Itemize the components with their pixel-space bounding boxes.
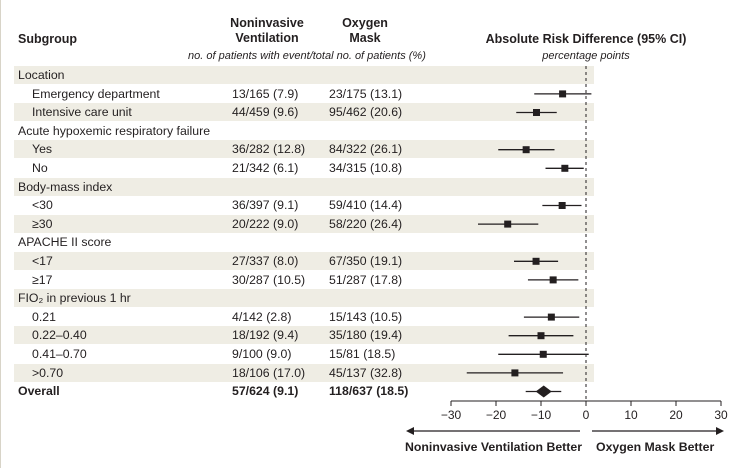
subgroup-header: Subgroup [18, 32, 78, 46]
figure-left-border [0, 0, 1, 468]
point-estimate [533, 109, 540, 116]
subgroup-label: 0.21 [32, 309, 56, 324]
niv-count-cell: 13/165 (7.9) [232, 86, 299, 101]
row-background [14, 66, 594, 84]
x-tick-label: 10 [624, 408, 638, 422]
subgroup-label: Overall [18, 384, 60, 399]
subgroup-label: 0.41–0.70 [32, 347, 87, 361]
subgroup-label: 0.22–0.40 [32, 328, 87, 343]
x-tick-label: 0 [583, 408, 590, 422]
niv-count-cell: 27/337 (8.0) [232, 254, 299, 268]
mask-count-cell: 34/315 (10.8) [329, 161, 403, 175]
niv-count-cell: 36/282 (12.8) [232, 142, 306, 157]
x-tick-label: −20 [486, 408, 507, 422]
counts-note: no. of patients with event/total no. of … [188, 50, 426, 62]
mask-header-line2: Mask [349, 31, 381, 45]
mask-count-cell: 23/175 (13.1) [329, 86, 403, 101]
x-tick-label: −30 [441, 408, 462, 422]
mask-count-cell: 95/462 (20.6) [329, 105, 403, 120]
subgroup-category-label: Acute hypoxemic respiratory failure [18, 123, 211, 138]
subgroup-label: Yes [32, 142, 53, 157]
x-tick-label: 30 [714, 408, 728, 422]
niv-count-cell: 30/287 (10.5) [232, 272, 306, 287]
row-background [14, 214, 594, 233]
niv-count-cell: 9/100 (9.0) [232, 347, 292, 361]
subgroup-label: <30 [32, 198, 53, 213]
point-estimate [558, 202, 566, 209]
mask-header-line1: Oxygen [342, 16, 388, 30]
mask-count-cell: 45/137 (32.8) [329, 365, 403, 380]
subgroup-label: Intensive care unit [32, 105, 132, 120]
subgroup-label: <17 [32, 254, 53, 268]
subgroup-label: ≥17 [32, 272, 53, 287]
left-direction-label: Noninvasive Ventilation Better [405, 440, 582, 454]
mask-count-cell: 15/143 (10.5) [329, 309, 403, 324]
niv-count-cell: 4/142 (2.8) [232, 309, 292, 324]
point-estimate [561, 164, 569, 172]
niv-count-cell: 36/397 (9.1) [232, 198, 299, 213]
row-background [14, 252, 594, 270]
row-background [14, 140, 594, 159]
point-estimate [511, 369, 519, 377]
mask-count-cell: 118/637 (18.5) [329, 384, 409, 399]
right-arrow-head [716, 427, 724, 435]
niv-header-line2: Ventilation [235, 31, 299, 45]
subgroup-category-label: FIO₂ in previous 1 hr [18, 291, 131, 306]
point-estimate [504, 220, 512, 228]
mask-count-cell: 35/180 (19.4) [329, 328, 403, 343]
point-estimate [559, 90, 567, 98]
niv-count-cell: 18/192 (9.4) [232, 328, 299, 343]
left-arrow-head [406, 427, 414, 435]
point-estimate [532, 257, 540, 265]
right-direction-label: Oxygen Mask Better [596, 440, 715, 454]
subgroup-label: Emergency department [32, 86, 160, 101]
overall-diamond [535, 385, 552, 398]
point-estimate [537, 332, 545, 340]
niv-count-cell: 21/342 (6.1) [232, 161, 299, 175]
niv-count-cell: 20/222 (9.0) [232, 216, 299, 231]
subgroup-label: ≥30 [32, 216, 53, 231]
point-estimate [522, 146, 530, 154]
x-tick-label: 20 [669, 408, 683, 422]
mask-count-cell: 15/81 (18.5) [329, 347, 396, 361]
row-background [14, 363, 594, 382]
point-estimate [547, 313, 555, 321]
niv-count-cell: 57/624 (9.1) [232, 384, 299, 399]
x-tick-label: −10 [531, 408, 552, 422]
niv-header-line1: Noninvasive [230, 16, 304, 30]
mask-count-cell: 84/322 (26.1) [329, 142, 403, 157]
point-estimate [539, 350, 547, 358]
mask-count-cell: 67/350 (19.1) [329, 254, 403, 268]
row-background [14, 177, 594, 196]
niv-count-cell: 18/106 (17.0) [232, 365, 306, 380]
subgroup-label: No [32, 161, 48, 175]
row-background [14, 326, 594, 345]
ard-header: Absolute Risk Difference (95% CI) [485, 32, 687, 46]
niv-count-cell: 44/459 (9.6) [232, 105, 299, 120]
row-background [14, 103, 594, 122]
subgroup-label: >0.70 [32, 365, 64, 380]
mask-count-cell: 59/410 (14.4) [329, 198, 403, 213]
subgroup-category-label: APACHE II score [18, 235, 112, 250]
row-background [14, 289, 594, 308]
subgroup-category-label: Body-mass index [18, 179, 113, 194]
mask-count-cell: 51/287 (17.8) [329, 272, 403, 287]
point-estimate [549, 276, 557, 284]
mask-count-cell: 58/220 (26.4) [329, 216, 403, 231]
subgroup-category-label: Location [18, 68, 65, 82]
ard-units: percentage points [542, 50, 630, 62]
